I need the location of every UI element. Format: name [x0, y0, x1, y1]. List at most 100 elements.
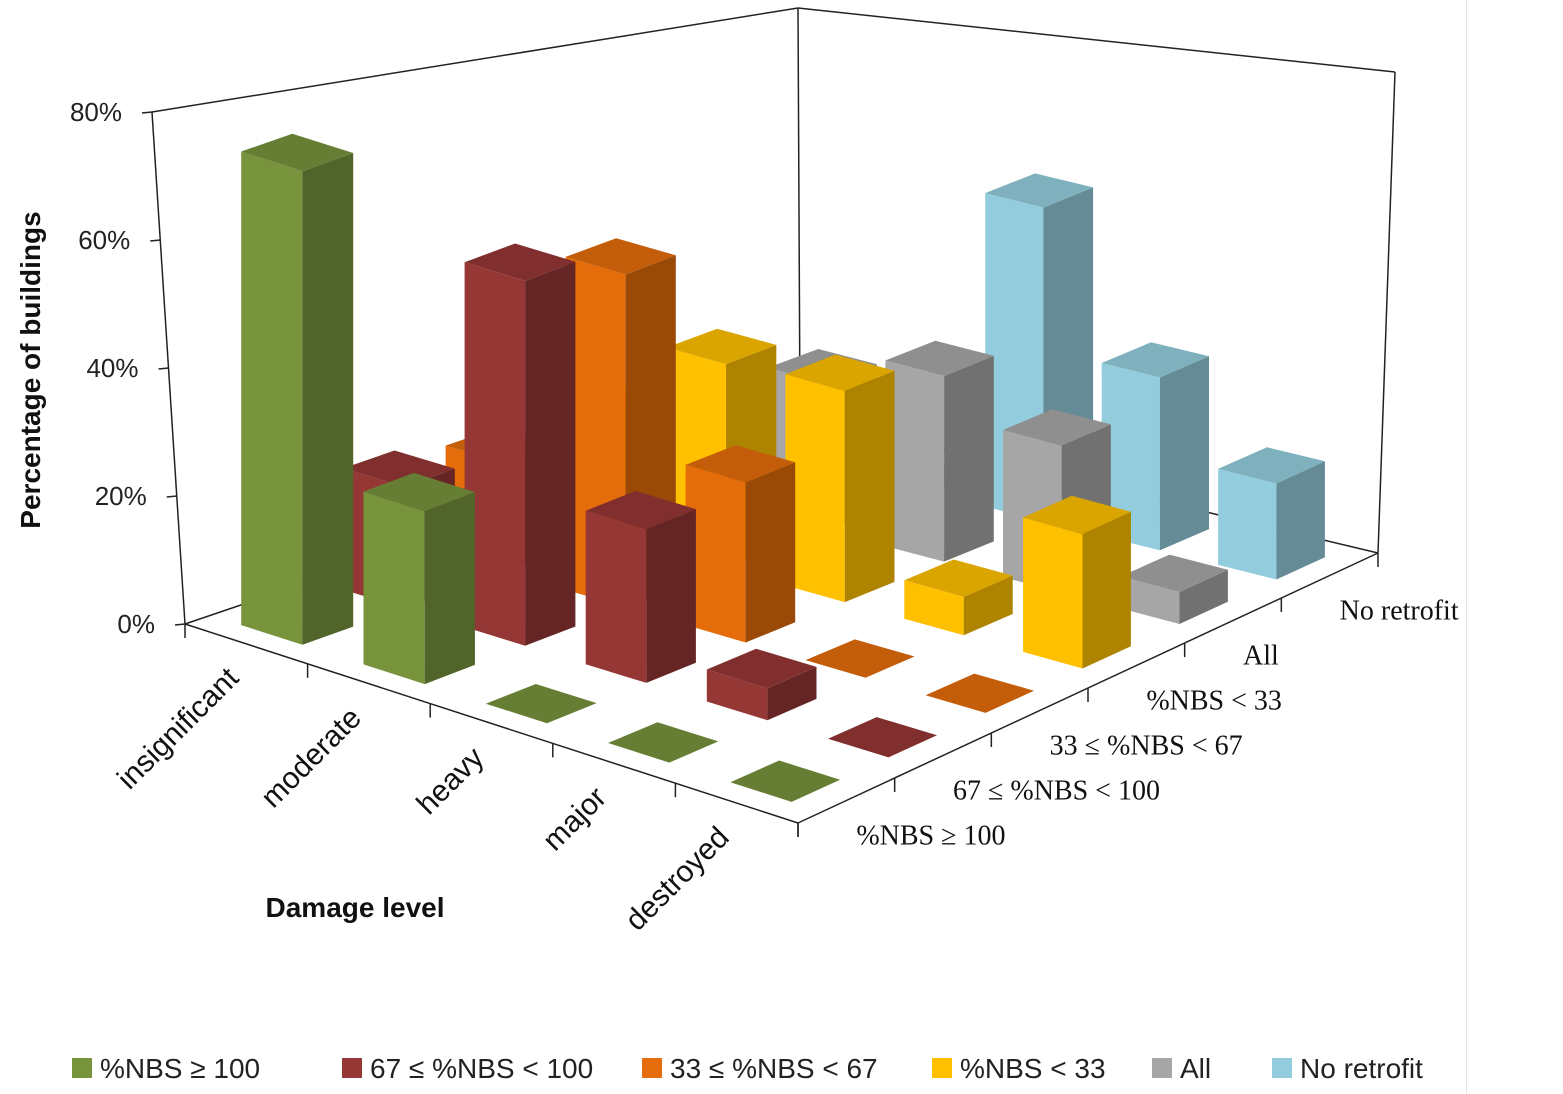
- bar: [241, 133, 354, 645]
- legend-swatch: [342, 1058, 362, 1078]
- bar-front-face: [1120, 576, 1180, 624]
- legend-item: 33 ≤ %NBS < 67: [642, 1053, 878, 1084]
- bar: [1218, 447, 1325, 580]
- bar-side-face: [1179, 569, 1228, 624]
- bar: [805, 639, 915, 678]
- bar-top-face: [925, 673, 1034, 713]
- legend-label: %NBS ≥ 100: [100, 1053, 260, 1084]
- bar-side-face: [963, 575, 1013, 636]
- bar-top-face: [1023, 495, 1131, 535]
- side-wall-top-edge: [797, 7, 1396, 73]
- y-tick-label: 80%: [70, 97, 122, 127]
- bar-top-face: [828, 717, 937, 758]
- bar-top-face: [706, 648, 817, 689]
- series-axis-label: All: [1243, 641, 1279, 672]
- bar-front-face: [363, 491, 425, 685]
- side-wall-right-edge: [1377, 71, 1396, 554]
- bar-top-face: [685, 445, 796, 483]
- y-tick-label: 40%: [86, 353, 138, 383]
- bar-top-face: [805, 639, 915, 678]
- legend-item: 67 ≤ %NBS < 100: [342, 1053, 593, 1084]
- legend-swatch: [932, 1058, 952, 1078]
- bar-top-face: [785, 354, 895, 391]
- series-axis-label: %NBS < 33: [1146, 686, 1282, 717]
- legend-label: All: [1180, 1053, 1211, 1084]
- page-divider: [1466, 0, 1467, 1094]
- bar: [706, 648, 817, 721]
- bar-side-face: [1276, 461, 1325, 580]
- bar: [608, 722, 719, 763]
- legend-label: 33 ≤ %NBS < 67: [670, 1053, 878, 1084]
- bar: [685, 445, 796, 643]
- bar-front-face: [785, 374, 845, 603]
- y-tick-mark: [150, 239, 161, 242]
- bar-top-face: [1101, 342, 1209, 378]
- bar-side-face: [944, 355, 994, 562]
- bar: [785, 354, 895, 603]
- bar-side-face: [646, 509, 696, 683]
- bar-front-face: [685, 464, 746, 643]
- y-axis-title: Percentage of buildings: [15, 211, 46, 528]
- legend-swatch: [72, 1058, 92, 1078]
- bar: [925, 673, 1034, 713]
- bar: [485, 684, 597, 724]
- chart-legend: %NBS ≥ 100 67 ≤ %NBS < 100 33 ≤ %NBS < 67%…: [72, 1053, 1423, 1084]
- bar-top-face: [1003, 409, 1111, 446]
- bar-front-face: [1218, 468, 1277, 580]
- bar-side-face: [1159, 356, 1209, 551]
- legend-label: No retrofit: [1300, 1053, 1423, 1084]
- series-axis-label: 33 ≤ %NBS < 67: [1050, 731, 1243, 762]
- bar-side-face: [424, 492, 475, 685]
- bar-top-face: [585, 491, 696, 530]
- y-tick-mark: [174, 623, 186, 626]
- bar-side-face: [1082, 511, 1131, 669]
- series-axis-label: No retrofit: [1340, 596, 1459, 627]
- y-tick-label: 20%: [95, 481, 147, 511]
- bar-top-face: [904, 559, 1013, 597]
- bar-top-face: [608, 722, 719, 763]
- bar: [730, 760, 841, 802]
- bar-front-face: [706, 669, 768, 721]
- bar: [363, 472, 475, 685]
- bar: [464, 243, 576, 646]
- legend-swatch: [642, 1058, 662, 1078]
- back-corner-edge: [797, 7, 801, 416]
- bar: [1120, 554, 1228, 624]
- bar-side-face: [745, 462, 796, 643]
- bar-top-face: [363, 472, 475, 512]
- legend-swatch: [1272, 1058, 1292, 1078]
- bar-top-face: [885, 340, 994, 376]
- bar: [1023, 495, 1131, 669]
- y-tick-mark: [166, 495, 177, 498]
- y-tick-label: 0%: [117, 609, 155, 639]
- series-axis-label: %NBS ≥ 100: [856, 821, 1005, 852]
- bar-top-face: [1218, 447, 1325, 484]
- bar-side-face: [302, 153, 354, 645]
- bar-front-face: [241, 151, 303, 645]
- bar: [585, 491, 696, 683]
- category-label: destroyed: [619, 821, 735, 937]
- bar-front-face: [1101, 363, 1160, 551]
- category-label: major: [537, 781, 613, 857]
- bar-front-face: [464, 262, 526, 646]
- y-tick-mark: [141, 111, 153, 114]
- legend-item: %NBS < 33: [932, 1053, 1106, 1084]
- legend-label: 67 ≤ %NBS < 100: [370, 1053, 593, 1084]
- bar: [828, 717, 937, 758]
- legend-swatch: [1152, 1058, 1172, 1078]
- category-label: heavy: [411, 741, 491, 821]
- bar-front-face: [904, 580, 964, 636]
- y-tick-mark: [158, 367, 169, 370]
- legend-item: No retrofit: [1272, 1053, 1423, 1084]
- bar-front-face: [885, 360, 945, 562]
- series-axis-label: 67 ≤ %NBS < 100: [953, 776, 1160, 807]
- bar-top-face: [730, 760, 841, 802]
- bar-top-face: [565, 238, 676, 275]
- bar-top-face: [666, 328, 777, 365]
- bar-top-face: [985, 173, 1094, 208]
- bar-top-face: [485, 684, 597, 724]
- bar-side-face: [767, 666, 817, 721]
- legend-item: %NBS ≥ 100: [72, 1053, 260, 1084]
- bar-top-face: [464, 243, 576, 281]
